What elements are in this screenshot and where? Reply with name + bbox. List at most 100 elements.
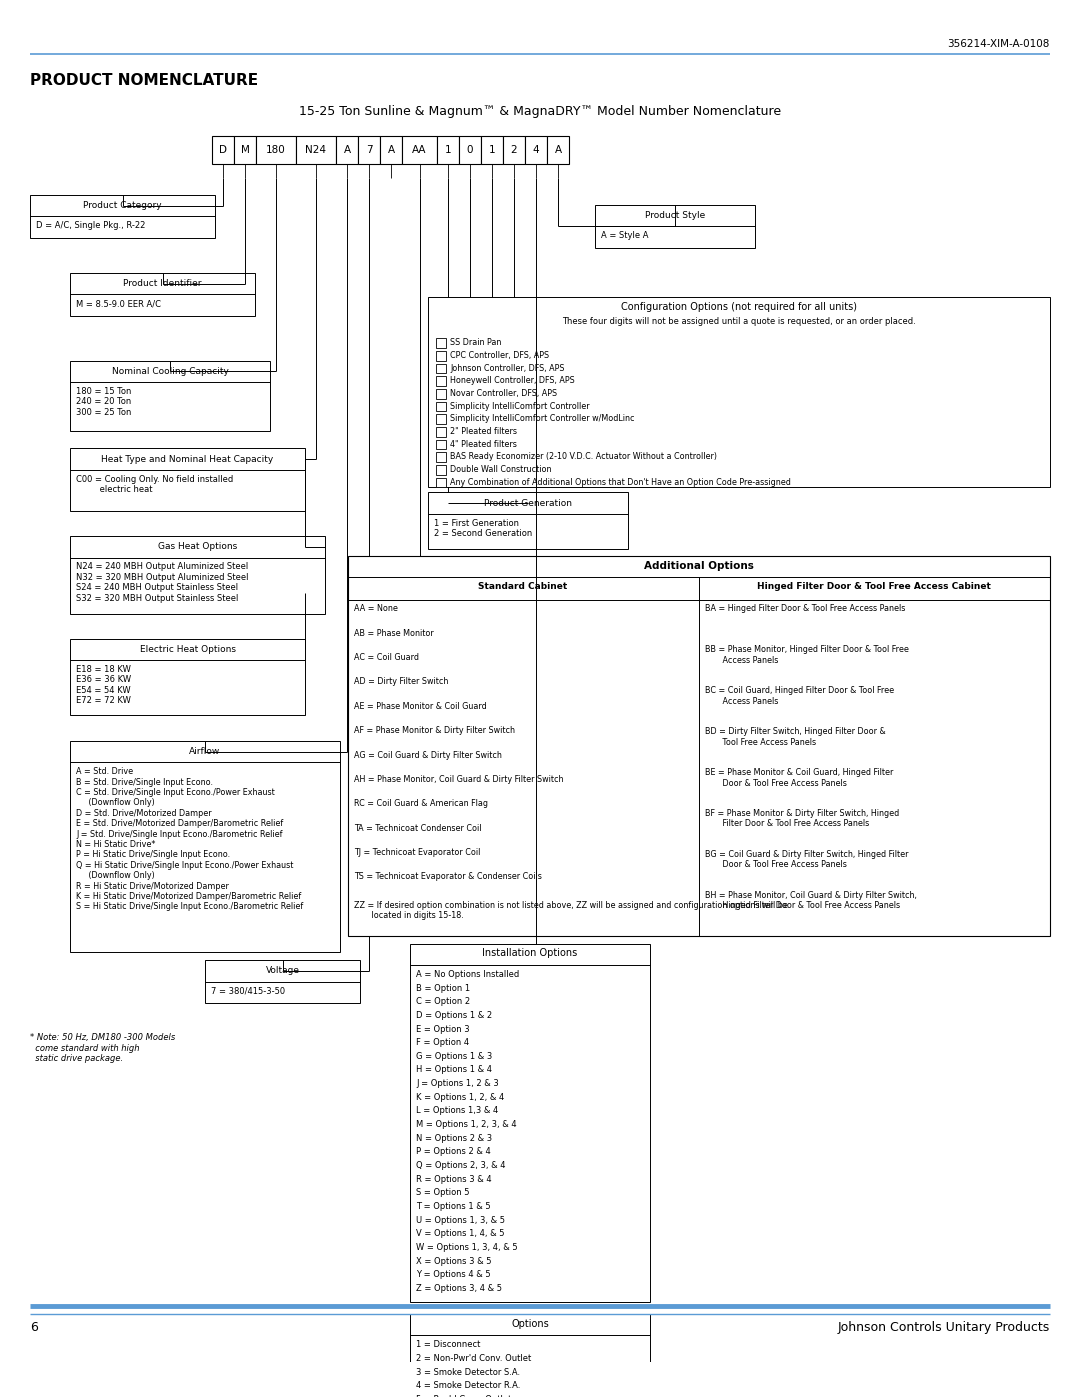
- Text: BE = Phase Monitor & Coil Guard, Hinged Filter
       Door & Tool Free Access Pa: BE = Phase Monitor & Coil Guard, Hinged …: [705, 768, 893, 788]
- Bar: [410, 943, 650, 1302]
- Text: 15-25 Ton Sunline & Magnum™ & MagnaDRY™ Model Number Nomenclature: 15-25 Ton Sunline & Magnum™ & MagnaDRY™ …: [299, 105, 781, 119]
- Text: RC = Coil Guard & American Flag: RC = Coil Guard & American Flag: [354, 799, 488, 809]
- Bar: [481, 137, 503, 163]
- Text: A: A: [554, 145, 562, 155]
- Bar: [436, 376, 446, 386]
- Bar: [436, 351, 446, 360]
- Bar: [402, 137, 437, 163]
- Bar: [459, 137, 481, 163]
- Text: 180 = 15 Ton
240 = 20 Ton
300 = 25 Ton: 180 = 15 Ton 240 = 20 Ton 300 = 25 Ton: [76, 387, 132, 416]
- Text: AB = Phase Monitor: AB = Phase Monitor: [354, 629, 434, 638]
- Text: Product Generation: Product Generation: [484, 499, 572, 507]
- Text: Johnson Controls Unitary Products: Johnson Controls Unitary Products: [838, 1322, 1050, 1334]
- Bar: [436, 465, 446, 475]
- Bar: [70, 536, 325, 615]
- Text: Product Category: Product Category: [83, 201, 162, 210]
- Bar: [546, 137, 569, 163]
- Text: BG = Coil Guard & Dirty Filter Switch, Hinged Filter
       Door & Tool Free Acc: BG = Coil Guard & Dirty Filter Switch, H…: [705, 849, 908, 869]
- Text: 3 = Smoke Detector S.A.: 3 = Smoke Detector S.A.: [416, 1368, 521, 1376]
- Text: AF = Phase Monitor & Dirty Filter Switch: AF = Phase Monitor & Dirty Filter Switch: [354, 726, 515, 735]
- Text: D: D: [219, 145, 227, 155]
- Text: J = Options 1, 2 & 3: J = Options 1, 2 & 3: [416, 1078, 499, 1088]
- Text: Novar Controller, DFS, APS: Novar Controller, DFS, APS: [450, 388, 557, 398]
- Text: Johnson Controller, DFS, APS: Johnson Controller, DFS, APS: [450, 363, 565, 373]
- Text: TS = Technicoat Evaporator & Condenser Coils: TS = Technicoat Evaporator & Condenser C…: [354, 873, 542, 882]
- Bar: [336, 137, 357, 163]
- Text: Options: Options: [511, 1319, 549, 1329]
- Text: D = A/C, Single Pkg., R-22: D = A/C, Single Pkg., R-22: [36, 221, 146, 231]
- Text: 2 = Non-Pwr'd Conv. Outlet: 2 = Non-Pwr'd Conv. Outlet: [416, 1354, 531, 1363]
- Bar: [428, 492, 627, 549]
- Text: 4: 4: [532, 145, 539, 155]
- Text: Airflow: Airflow: [189, 747, 220, 756]
- Text: AD = Dirty Filter Switch: AD = Dirty Filter Switch: [354, 678, 448, 686]
- Bar: [525, 137, 546, 163]
- Text: L = Options 1,3 & 4: L = Options 1,3 & 4: [416, 1106, 498, 1115]
- Text: 6: 6: [30, 1322, 38, 1334]
- Text: Any Combination of Additional Options that Don't Have an Option Code Pre-assigne: Any Combination of Additional Options th…: [450, 478, 791, 486]
- Text: E = Option 3: E = Option 3: [416, 1024, 470, 1034]
- Text: Double Wall Construction: Double Wall Construction: [450, 465, 552, 474]
- Text: 2" Pleated filters: 2" Pleated filters: [450, 427, 517, 436]
- Text: V = Options 1, 4, & 5: V = Options 1, 4, & 5: [416, 1229, 504, 1238]
- Text: F = Option 4: F = Option 4: [416, 1038, 469, 1048]
- Text: A: A: [388, 145, 394, 155]
- Text: Configuration Options (not required for all units): Configuration Options (not required for …: [621, 302, 858, 312]
- Bar: [428, 298, 1050, 488]
- Text: SS Drain Pan: SS Drain Pan: [450, 338, 501, 348]
- Text: Product Identifier: Product Identifier: [123, 279, 202, 288]
- Bar: [70, 638, 305, 714]
- Text: AA: AA: [413, 145, 427, 155]
- Text: U = Options 1, 3, & 5: U = Options 1, 3, & 5: [416, 1215, 505, 1225]
- Bar: [436, 440, 446, 450]
- Text: T = Options 1 & 5: T = Options 1 & 5: [416, 1201, 490, 1211]
- Bar: [234, 137, 256, 163]
- Text: BAS Ready Economizer (2-10 V.D.C. Actuator Without a Controller): BAS Ready Economizer (2-10 V.D.C. Actuat…: [450, 453, 717, 461]
- Text: 5 = Pwr'd Conv. Outlet: 5 = Pwr'd Conv. Outlet: [416, 1396, 511, 1397]
- Text: Y = Options 4 & 5: Y = Options 4 & 5: [416, 1270, 490, 1280]
- Text: CPC Controller, DFS, APS: CPC Controller, DFS, APS: [450, 351, 549, 360]
- Text: B = Option 1: B = Option 1: [416, 983, 470, 993]
- Text: H = Options 1 & 4: H = Options 1 & 4: [416, 1066, 492, 1074]
- Text: AC = Coil Guard: AC = Coil Guard: [354, 654, 419, 662]
- Text: Additional Options: Additional Options: [644, 560, 754, 570]
- Bar: [70, 360, 270, 430]
- Text: P = Options 2 & 4: P = Options 2 & 4: [416, 1147, 490, 1157]
- Text: 1: 1: [445, 145, 451, 155]
- Bar: [436, 415, 446, 425]
- Text: 1: 1: [488, 145, 496, 155]
- Text: Simplicity IntelliComfort Controller w/ModLinc: Simplicity IntelliComfort Controller w/M…: [450, 415, 635, 423]
- Bar: [212, 137, 234, 163]
- Text: C00 = Cooling Only. No field installed
         electric heat: C00 = Cooling Only. No field installed e…: [76, 475, 233, 495]
- Text: Standard Cabinet: Standard Cabinet: [478, 583, 568, 591]
- Text: BC = Coil Guard, Hinged Filter Door & Tool Free
       Access Panels: BC = Coil Guard, Hinged Filter Door & To…: [705, 686, 894, 705]
- Text: R = Options 3 & 4: R = Options 3 & 4: [416, 1175, 491, 1183]
- Text: M: M: [241, 145, 249, 155]
- Text: 1 = First Generation
2 = Second Generation: 1 = First Generation 2 = Second Generati…: [434, 518, 532, 538]
- Text: BF = Phase Monitor & Dirty Filter Switch, Hinged
       Filter Door & Tool Free : BF = Phase Monitor & Dirty Filter Switch…: [705, 809, 900, 828]
- Text: BB = Phase Monitor, Hinged Filter Door & Tool Free
       Access Panels: BB = Phase Monitor, Hinged Filter Door &…: [705, 645, 909, 665]
- Text: ZZ = If desired option combination is not listed above, ZZ will be assigned and : ZZ = If desired option combination is no…: [354, 901, 788, 921]
- Text: 4 = Smoke Detector R.A.: 4 = Smoke Detector R.A.: [416, 1382, 521, 1390]
- Text: 180: 180: [266, 145, 286, 155]
- Text: 1 = Disconnect: 1 = Disconnect: [416, 1340, 481, 1350]
- Text: S = Option 5: S = Option 5: [416, 1189, 470, 1197]
- Text: 356214-XIM-A-0108: 356214-XIM-A-0108: [947, 39, 1050, 49]
- Text: A: A: [343, 145, 351, 155]
- Text: TJ = Technicoat Evaporator Coil: TJ = Technicoat Evaporator Coil: [354, 848, 481, 858]
- Bar: [436, 478, 446, 488]
- Bar: [436, 388, 446, 398]
- Text: K = Options 1, 2, & 4: K = Options 1, 2, & 4: [416, 1092, 504, 1102]
- Text: These four digits will not be assigned until a quote is requested, or an order p: These four digits will not be assigned u…: [562, 317, 916, 326]
- Text: * Note: 50 Hz, DM180 -300 Models
  come standard with high
  static drive packag: * Note: 50 Hz, DM180 -300 Models come st…: [30, 1034, 175, 1063]
- Bar: [70, 448, 305, 511]
- Bar: [380, 137, 402, 163]
- Bar: [436, 453, 446, 462]
- Text: C = Option 2: C = Option 2: [416, 997, 470, 1006]
- Text: M = 8.5-9.0 EER A/C: M = 8.5-9.0 EER A/C: [76, 299, 161, 309]
- Bar: [436, 401, 446, 411]
- Bar: [503, 137, 525, 163]
- Text: 4" Pleated filters: 4" Pleated filters: [450, 440, 517, 448]
- Text: BA = Hinged Filter Door & Tool Free Access Panels: BA = Hinged Filter Door & Tool Free Acce…: [705, 605, 905, 613]
- Bar: [357, 137, 380, 163]
